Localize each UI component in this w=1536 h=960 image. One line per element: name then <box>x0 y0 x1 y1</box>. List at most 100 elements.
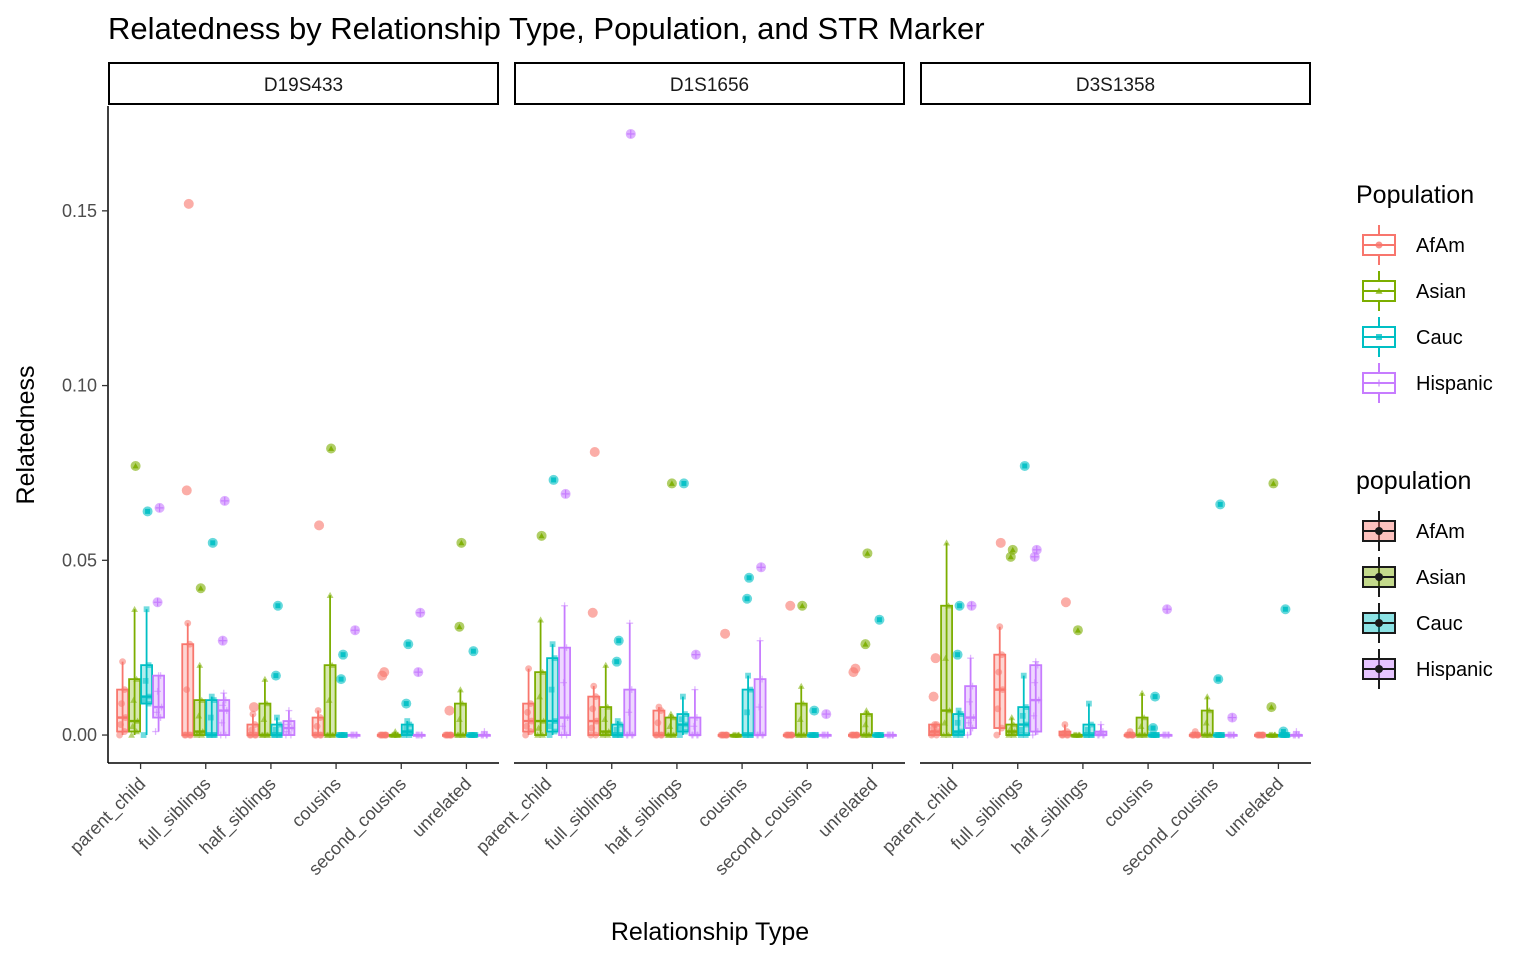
legend-entry-AfAm: AfAm <box>1362 511 1465 551</box>
jitter-point <box>683 721 689 728</box>
boxplot-Hispanic <box>818 709 832 739</box>
x-tick-label: cousins <box>288 774 345 831</box>
jitter-point <box>143 606 150 613</box>
jitter-point <box>940 731 947 738</box>
legends: PopulationAfAmAsianCaucHispanicpopulatio… <box>1356 181 1493 689</box>
outlier-point <box>848 667 859 678</box>
boxplot-Asian <box>1200 693 1214 738</box>
boxplot-Hispanic <box>478 728 491 739</box>
category-group-full_siblings: full_siblings <box>541 128 637 854</box>
y-tick-label: 0.10 <box>62 376 97 396</box>
jitter-point <box>210 697 217 703</box>
jitter-point <box>866 731 873 738</box>
jitter-point <box>946 707 953 714</box>
jitter-point <box>183 686 191 694</box>
boxplot-Asian <box>388 728 402 738</box>
jitter-point <box>945 731 952 738</box>
jitter-point <box>612 732 619 738</box>
panels-layer: D19S433parent_childfull_siblingshalf_sib… <box>66 62 1311 880</box>
jitter-point <box>655 703 663 711</box>
outlier-shape <box>616 638 622 644</box>
boxplot-Cauc <box>1082 700 1096 738</box>
jitter-point <box>592 731 600 739</box>
jitter-point <box>958 728 965 735</box>
jitter-point <box>537 616 544 623</box>
outlier-point <box>1060 597 1071 608</box>
boxplot-Asian <box>1266 478 1279 738</box>
outlier-shape <box>338 676 344 682</box>
jitter-point <box>196 661 204 668</box>
boxplot-Asian <box>1070 625 1084 738</box>
jitter-point <box>1202 719 1210 726</box>
jitter-point <box>247 731 255 739</box>
jitter-point <box>445 731 452 739</box>
facet-strip-label: D3S1358 <box>1076 75 1155 96</box>
legend-label: Cauc <box>1416 613 1463 635</box>
jitter-point <box>118 700 125 707</box>
jitter-point <box>865 710 872 717</box>
boxplot-Cauc <box>140 506 153 738</box>
outlier-shape <box>340 652 346 658</box>
box-body <box>558 646 571 736</box>
boxplot-Cauc <box>741 572 755 738</box>
jitter-point <box>264 731 272 738</box>
legend-title: Population <box>1356 181 1474 209</box>
jitter-point <box>1375 241 1383 249</box>
jitter-point <box>875 732 882 738</box>
chart-title: Relatedness by Relationship Type, Popula… <box>108 11 985 46</box>
boxplot-Hispanic <box>217 495 231 739</box>
jitter-point <box>744 709 750 716</box>
outlier-point <box>183 198 194 209</box>
jitter-point <box>146 693 153 700</box>
jitter-point <box>194 729 202 737</box>
jitter-point <box>326 591 334 598</box>
boxplot-Cauc <box>400 639 414 738</box>
category-group-cousins: cousins <box>1100 604 1173 831</box>
jitter-point <box>1141 731 1149 738</box>
facet-strip <box>920 62 1311 105</box>
outlier-point <box>589 446 600 457</box>
jitter-point <box>140 732 147 738</box>
legend-label: Asian <box>1416 567 1466 589</box>
jitter-point <box>862 721 869 728</box>
jitter-point <box>995 668 1003 676</box>
jitter-point <box>1269 731 1276 738</box>
jitter-point <box>747 686 753 693</box>
outlier-shape <box>273 673 279 679</box>
outlier-shape <box>405 641 411 647</box>
jitter-point <box>1201 731 1209 738</box>
jitter-point <box>1375 287 1383 294</box>
jitter-point <box>1008 714 1016 721</box>
category-group-full_siblings: full_siblings <box>135 198 231 854</box>
jitter-point <box>195 712 203 719</box>
outlier-shape <box>862 641 869 647</box>
boxplot-Asian <box>454 537 467 738</box>
legend-filled: population AfAm Asian Cauc Hispanic <box>1356 467 1493 689</box>
outlier-shape <box>403 701 409 707</box>
outlier-point <box>995 537 1006 548</box>
outlier-shape <box>328 445 335 451</box>
jitter-point <box>316 714 324 721</box>
jitter-point <box>941 719 948 726</box>
jitter-point <box>670 731 678 738</box>
boxplot-Cauc <box>872 614 885 738</box>
boxplot-Hispanic <box>152 502 165 735</box>
boxplot-AfAm <box>587 446 601 739</box>
jitter-point <box>605 728 613 735</box>
jitter-point <box>1061 721 1069 728</box>
jitter-point <box>1022 704 1029 710</box>
jitter-point <box>590 682 598 690</box>
jitter-point <box>130 696 137 703</box>
jitter-point <box>654 719 662 727</box>
jitter-point <box>593 717 601 725</box>
legend-label: AfAm <box>1416 521 1465 543</box>
jitter-point <box>276 721 282 728</box>
jitter-point <box>404 718 411 724</box>
outlier-shape <box>955 652 961 658</box>
category-group-parent_child: parent_child <box>878 539 977 858</box>
jitter-point <box>547 723 554 730</box>
legend-entry-Asian: Asian <box>1362 557 1466 597</box>
legend-label: Hispanic <box>1416 659 1493 681</box>
jitter-point <box>785 731 793 739</box>
